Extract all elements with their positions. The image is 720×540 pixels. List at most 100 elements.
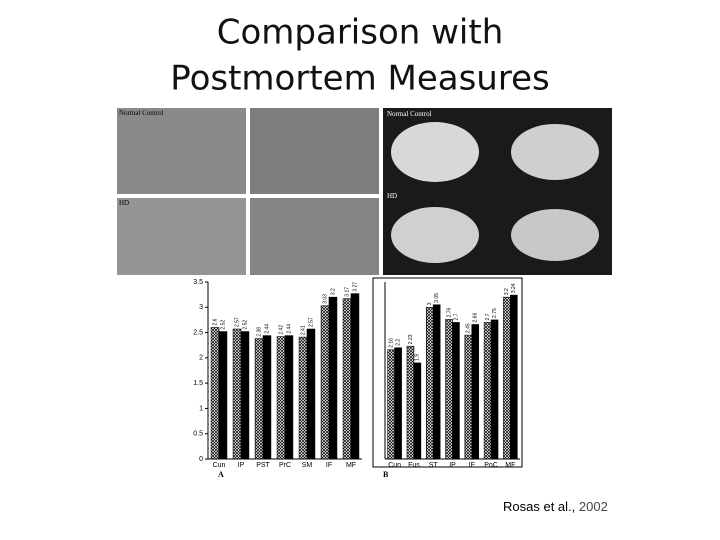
bar [240, 331, 250, 460]
bar [445, 319, 453, 460]
data-label: 3.24 [511, 283, 517, 293]
data-label: 2.52 [220, 320, 226, 330]
bar [306, 328, 316, 460]
y-tick-label: 3 [199, 304, 203, 311]
bar [218, 331, 228, 460]
data-label: 3.03 [322, 294, 328, 304]
x-tick-label: IF [469, 462, 475, 469]
data-label: 2.2 [395, 339, 401, 346]
bar [394, 347, 402, 460]
x-tick-label: IP [238, 462, 245, 469]
x-tick-label: MF [505, 462, 515, 469]
x-tick-label: PoC [484, 462, 498, 469]
brain-render [511, 209, 599, 261]
y-tick-label: 2.5 [193, 329, 203, 336]
brain-render [511, 124, 599, 180]
bar [464, 334, 473, 460]
bar [320, 305, 330, 460]
bar [471, 324, 480, 460]
data-label: 2.52 [242, 320, 248, 330]
data-label: 2.44 [264, 324, 270, 334]
title-line: Comparison with [217, 13, 504, 53]
data-label: 2.44 [286, 324, 292, 334]
bar [276, 336, 286, 460]
data-label: 3.05 [434, 293, 440, 303]
citation-year: 2002 [579, 499, 608, 514]
panel-label: B [383, 470, 389, 479]
data-label: 2.41 [300, 325, 306, 335]
bar [254, 338, 264, 460]
bar [210, 327, 220, 460]
brain-render [391, 122, 479, 182]
bar [432, 304, 441, 460]
bar [406, 345, 415, 460]
data-label: 2.75 [492, 308, 498, 318]
bar [298, 336, 308, 460]
chart-frame [372, 277, 523, 468]
bar [232, 328, 242, 460]
photo-label: Normal Control [387, 110, 432, 118]
data-label: 2.57 [234, 317, 240, 327]
x-tick-label: ST [429, 462, 439, 469]
photo [117, 108, 246, 194]
bar [413, 362, 422, 460]
bar [483, 322, 492, 460]
x-tick-label: PrC [279, 462, 291, 469]
photo [117, 198, 246, 275]
title-line: Postmortem Measures [170, 59, 549, 99]
data-label: 2.42 [278, 325, 284, 335]
bar [503, 296, 511, 460]
data-label: 3.27 [352, 282, 358, 292]
data-label: 2.6 [212, 318, 218, 325]
x-tick-label: Cun [213, 462, 226, 469]
bar [425, 306, 434, 460]
data-label: 3.2 [330, 288, 336, 295]
y-tick-label: 0 [199, 456, 203, 463]
x-tick-label: SM [302, 462, 313, 469]
photo [250, 108, 379, 194]
data-label: 2.66 [473, 313, 479, 323]
bar [452, 322, 460, 460]
y-tick-label: 2 [199, 355, 203, 362]
x-tick-label: Fus [408, 462, 420, 469]
data-label: 3 [427, 302, 433, 305]
bar [510, 294, 518, 460]
x-tick-label: Cun [388, 462, 401, 469]
photo-label: HD [387, 192, 397, 200]
citation: Rosas et al., 2002 [503, 499, 608, 514]
data-label: 2.7 [485, 313, 491, 320]
data-label: 2.23 [408, 334, 414, 344]
data-label: 1.9 [415, 354, 421, 361]
x-tick-label: IP [449, 462, 456, 469]
bar [490, 319, 499, 460]
y-tick-label: 1.5 [193, 380, 203, 387]
photo [250, 198, 379, 275]
photo-label: Normal Control [119, 109, 164, 117]
data-label: 2.7 [453, 313, 459, 320]
photo-label: HD [119, 199, 129, 207]
data-label: 3.2 [504, 288, 510, 295]
bar [328, 296, 338, 460]
bar [284, 335, 294, 460]
bar [262, 335, 272, 460]
panel-label: A [218, 470, 224, 479]
data-label: 2.16 [388, 338, 394, 348]
data-label: 2.45 [466, 323, 472, 333]
data-label: 2.76 [446, 307, 452, 317]
citation-author: Rosas et al., [503, 499, 575, 514]
data-label: 3.17 [344, 287, 350, 297]
x-tick-label: PST [256, 462, 270, 469]
x-tick-label: MF [346, 462, 356, 469]
data-label: 2.38 [256, 327, 262, 337]
data-label: 2.57 [308, 317, 314, 327]
y-tick-label: 0.5 [193, 431, 203, 438]
bar [387, 349, 395, 460]
bar [342, 298, 352, 460]
x-tick-label: IF [326, 462, 332, 469]
bar [350, 293, 360, 460]
brain-render [391, 207, 479, 263]
y-tick-label: 1 [199, 405, 203, 412]
y-tick-label: 3.5 [193, 279, 203, 286]
